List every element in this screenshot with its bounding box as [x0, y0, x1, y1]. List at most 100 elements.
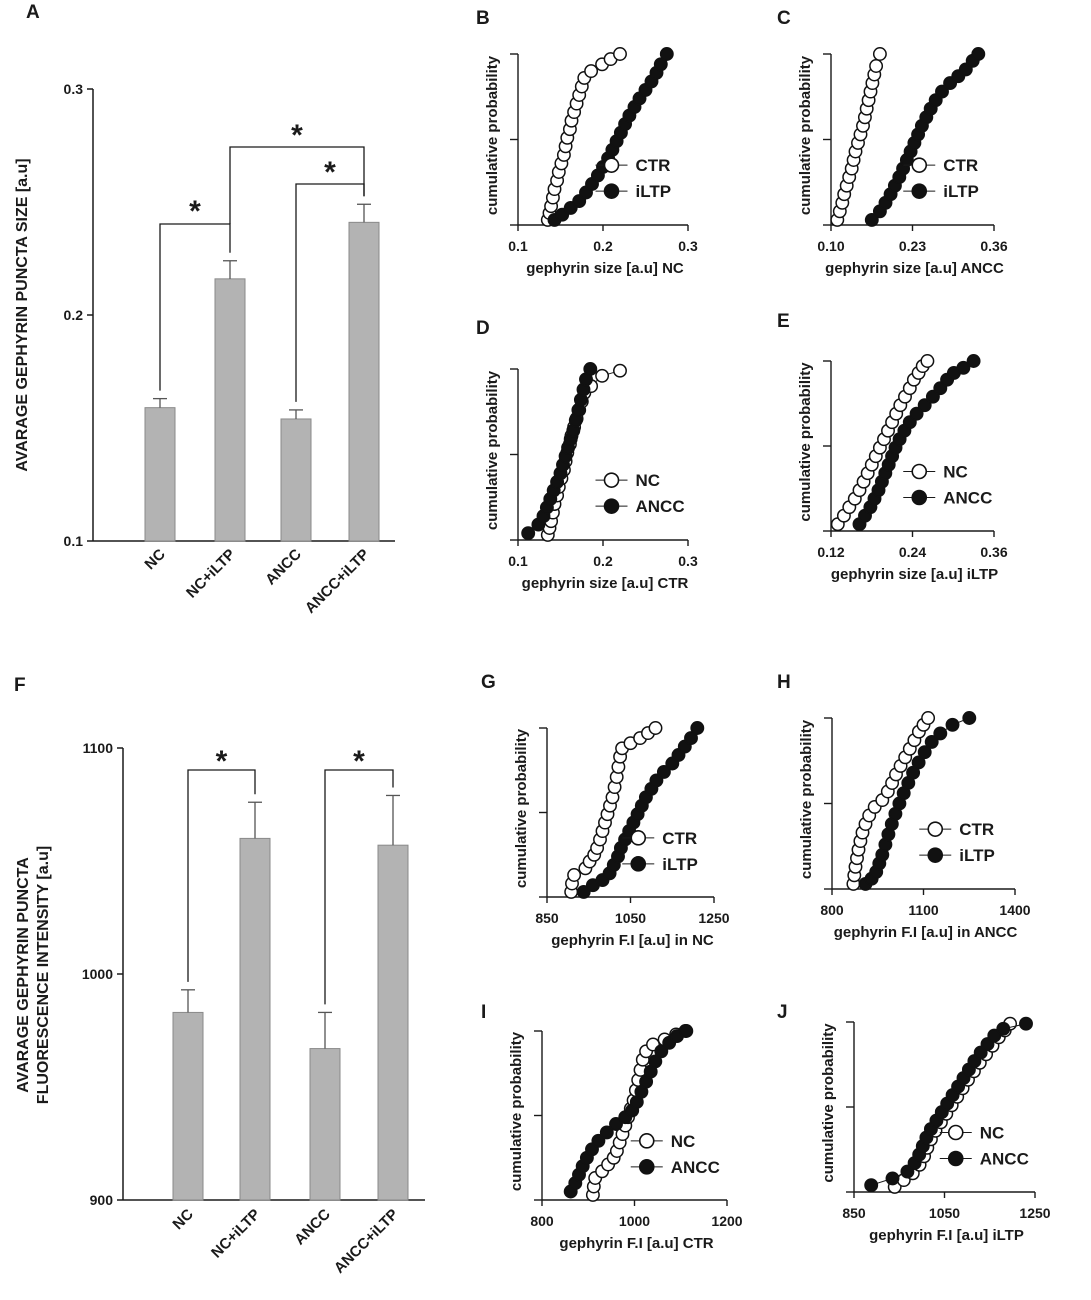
x-tick-label: 1050 — [615, 910, 646, 926]
data-point — [648, 721, 663, 735]
chart-panel-C: C 0.10 0.23 0.36 cumulative probability gephy… — [777, 8, 1008, 277]
y-axis-label: cumulative probability — [508, 1031, 525, 1191]
legend-label: CTR — [636, 156, 671, 175]
data-point — [917, 745, 932, 760]
data-point — [679, 1024, 694, 1038]
legend-label: NC — [980, 1124, 1005, 1143]
legend: NC ANCC — [630, 1132, 720, 1177]
x-tick-label: 800 — [820, 902, 844, 918]
legend-label: NC — [943, 463, 968, 482]
data-point — [656, 764, 671, 779]
legend: NC ANCC — [903, 463, 992, 508]
data-point — [613, 363, 627, 378]
x-tick-label: 0.23 — [899, 238, 926, 254]
series-iLTP — [864, 47, 986, 227]
panel-label: B — [476, 8, 490, 29]
data-point — [584, 64, 599, 79]
legend-label: ANCC — [636, 497, 685, 516]
legend: NC ANCC — [939, 1124, 1029, 1169]
bar-ANCC — [309, 1048, 341, 1201]
x-axis-label: gephyrin F.I [a.u] iLTP — [869, 1227, 1024, 1244]
x-tick-label: 0.10 — [817, 238, 844, 254]
x-tick-label: 0.2 — [593, 238, 613, 254]
x-tick-label: 1100 — [908, 902, 939, 918]
panel-label: E — [777, 311, 790, 332]
data-point — [609, 1117, 623, 1131]
series-CTR — [830, 47, 887, 227]
legend-label: CTR — [959, 820, 994, 839]
legend-label: CTR — [943, 156, 978, 175]
series-ANCC — [521, 362, 598, 541]
series-CTR — [540, 47, 627, 227]
y-axis-label-line2: FLUORESCENCE INTENSITY [a.u] — [35, 846, 52, 1104]
data-point — [920, 354, 935, 368]
x-axis-label: gephyrin F.I [a.u] in NC — [551, 932, 714, 949]
legend-marker — [603, 498, 620, 514]
category-label: ANCC+iLTP — [302, 546, 373, 617]
data-point — [864, 212, 879, 227]
x-axis-label: gephyrin size [a.u] NC — [526, 260, 684, 277]
x-tick-label: 0.3 — [678, 553, 698, 569]
panel-label: J — [777, 1002, 788, 1023]
data-point — [966, 354, 981, 368]
legend-marker — [927, 847, 944, 863]
y-axis-label: cumulative probability — [484, 370, 501, 530]
data-point — [690, 721, 705, 735]
chart-panel-A: A 0.1 0.2 0.3 AVARAGE GEPHYRIN PUNCTA SIZE [… — [14, 2, 395, 617]
data-point — [613, 47, 627, 61]
x-tick-label: 0.1 — [508, 553, 528, 569]
bar-ANCC+iLTP — [377, 844, 409, 1201]
y-axis-label: AVARAGE GEPHYRIN PUNCTA FLUORESCENCE INTE… — [15, 846, 52, 1104]
panel-label: A — [26, 2, 40, 23]
series-iLTP — [547, 47, 674, 227]
legend-label: iLTP — [636, 182, 672, 201]
legend: CTR iLTP — [595, 156, 672, 201]
series-ANCC — [852, 354, 981, 532]
significance-star: * — [189, 195, 201, 228]
legend-marker — [947, 1124, 964, 1141]
legend-marker — [638, 1159, 655, 1175]
data-point — [885, 1171, 900, 1186]
panel-label: C — [777, 8, 791, 29]
series-iLTP — [858, 711, 977, 891]
chart-panel-G: G 850 1050 1250 cumulative probability gephyr… — [481, 672, 730, 949]
bar-ANCC — [280, 418, 312, 542]
data-point — [1019, 1016, 1033, 1031]
x-tick-label: 1050 — [929, 1205, 960, 1221]
chart-panel-E: E 0.12 0.24 0.36 cumulative probability gephy… — [777, 311, 1008, 583]
data-point — [567, 868, 582, 882]
series-iLTP — [576, 721, 705, 899]
legend-marker — [911, 157, 928, 173]
data-point — [921, 711, 936, 725]
x-axis-label: gephyrin size [a.u] ANCC — [825, 260, 1004, 277]
legend-label: ANCC — [943, 489, 992, 508]
legend-marker — [927, 821, 944, 837]
category-label: NC+iLTP — [208, 1206, 264, 1262]
data-point — [864, 1178, 879, 1193]
legend: CTR iLTP — [919, 820, 995, 865]
category-label: ANCC — [291, 1206, 334, 1249]
legend-label: ANCC — [671, 1158, 720, 1177]
x-tick-label: 850 — [842, 1205, 866, 1221]
category-label: ANCC — [262, 546, 305, 589]
significance-bracket — [324, 769, 394, 1005]
significance-star: * — [291, 119, 303, 152]
category-label: ANCC+iLTP — [331, 1206, 402, 1277]
legend-marker — [603, 183, 620, 199]
y-axis-label-line1: AVARAGE GEPHYRIN PUNCTA — [15, 857, 32, 1093]
bar-NC+iLTP — [239, 837, 271, 1201]
x-tick-label: 1000 — [619, 1213, 650, 1229]
legend-marker — [603, 157, 620, 173]
bar-NC — [144, 407, 176, 542]
chart-panel-I: I 800 1000 1200 cumulative probability gephyr… — [481, 1002, 743, 1252]
x-axis-label: gephyrin size [a.u] CTR — [522, 575, 689, 592]
x-tick-label: 0.24 — [899, 544, 926, 560]
panel-label: D — [476, 318, 490, 339]
legend-marker — [911, 489, 928, 506]
data-point — [654, 1044, 669, 1059]
legend-marker — [630, 856, 647, 872]
data-point — [909, 406, 924, 421]
x-tick-label: 1400 — [999, 902, 1030, 918]
series-CTR — [564, 721, 663, 899]
